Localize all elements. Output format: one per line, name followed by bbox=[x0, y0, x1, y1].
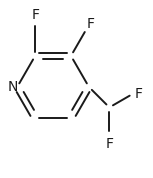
Text: F: F bbox=[31, 8, 39, 22]
Text: F: F bbox=[105, 137, 113, 151]
Text: F: F bbox=[86, 17, 94, 31]
Text: N: N bbox=[8, 80, 18, 94]
Text: F: F bbox=[135, 87, 143, 101]
